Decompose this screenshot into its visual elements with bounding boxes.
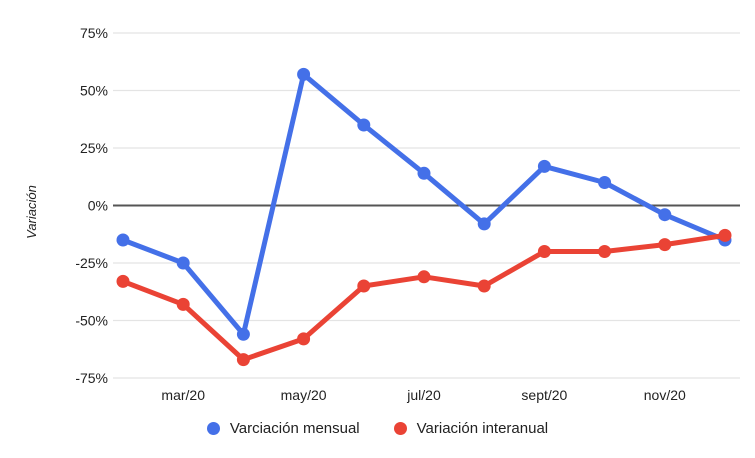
data-point (116, 233, 130, 247)
legend-item-interanual: Variación interanual (393, 420, 549, 437)
data-point (718, 228, 732, 242)
y-tick-label: 50% (80, 83, 108, 99)
x-tick-label: may/20 (281, 387, 327, 403)
data-point (598, 245, 612, 258)
legend-label-mensual: Varciación mensual (229, 420, 360, 437)
data-point (116, 274, 130, 288)
legend-dot-mensual-icon (206, 422, 220, 435)
data-point (236, 353, 250, 367)
x-tick-label: mar/20 (161, 387, 205, 403)
data-point (297, 332, 311, 346)
x-tick-label: sept/20 (521, 387, 567, 403)
data-point (417, 270, 431, 284)
data-point (537, 159, 551, 173)
y-tick-label: -50% (75, 313, 108, 329)
data-point (537, 245, 551, 258)
y-axis-title: Variación (24, 185, 39, 239)
y-tick-label: -25% (75, 255, 108, 271)
data-point (658, 238, 672, 252)
y-tick-label: 0% (88, 198, 108, 214)
y-tick-label: 25% (80, 140, 108, 156)
line-chart-plot: 75% 50% 25% 0% -25% -50% -75% mar/20 may/20 jul/2… (24, 25, 740, 403)
data-point (236, 327, 250, 341)
legend-label-interanual: Variación interanual (416, 420, 549, 437)
data-point (176, 297, 190, 311)
data-point (357, 279, 371, 293)
x-tick-label: jul/20 (406, 387, 441, 403)
data-point (417, 166, 431, 180)
data-point (658, 208, 672, 222)
data-point (357, 118, 371, 132)
data-point (477, 217, 491, 231)
legend-item-mensual: Varciación mensual (206, 420, 360, 437)
series-line-0 (120, 71, 728, 337)
data-point (297, 67, 311, 81)
y-tick-label: -75% (75, 370, 108, 386)
legend-dot-interanual-icon (393, 422, 407, 435)
data-point (598, 176, 612, 189)
data-point (477, 279, 491, 293)
x-tick-label: nov/20 (644, 387, 686, 403)
data-point (176, 256, 190, 270)
chart-legend: Varciación mensual Variación interanual (0, 420, 755, 437)
y-tick-label: 75% (80, 25, 108, 41)
